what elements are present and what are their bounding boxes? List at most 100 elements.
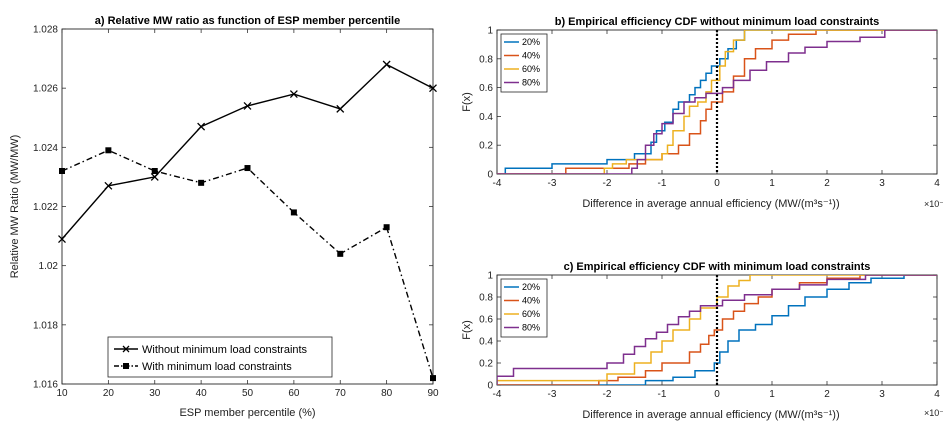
- x-tick-label: -2: [603, 178, 612, 189]
- cdf-step-line-60pct: [497, 275, 937, 385]
- data-point-x-marker: [243, 101, 252, 110]
- y-tick-label: 0: [487, 381, 493, 392]
- x-axis-label: Difference in average annual efficiency …: [582, 409, 839, 421]
- cdf-step-line-80pct: [497, 275, 937, 385]
- x-tick-label: 1: [769, 389, 775, 400]
- y-tick-label: 1: [487, 271, 493, 282]
- x-tick-label: 60: [288, 388, 300, 399]
- y-tick-label: 1.026: [33, 84, 58, 95]
- data-point-square-marker: [290, 209, 297, 216]
- legend-label: 20%: [522, 37, 540, 47]
- x-tick-label: 10: [56, 388, 68, 399]
- x-tick-label: -4: [493, 389, 502, 400]
- y-tick-label: 0.8: [479, 54, 493, 65]
- y-tick-label: 1.024: [33, 143, 58, 154]
- data-point-x-marker: [150, 172, 159, 181]
- x-tick-label: 2: [824, 389, 830, 400]
- legend: 20% 40% 60% 80%: [500, 33, 548, 93]
- legend-label: With minimum load constraints: [142, 361, 292, 373]
- legend: Without minimum load constraints With min…: [107, 336, 333, 378]
- data-point-x-marker: [104, 181, 113, 190]
- cdf-step-line-20pct: [497, 275, 937, 385]
- legend-label: 20%: [522, 282, 540, 292]
- x-tick-label: 1: [769, 178, 775, 189]
- cdf-step-line-40pct: [497, 30, 937, 174]
- data-point-square-marker: [105, 147, 112, 154]
- legend-label: 60%: [522, 309, 540, 319]
- y-tick-label: 1.018: [33, 320, 58, 331]
- y-tick-label: 0.4: [479, 112, 493, 123]
- cdf-step-line-60pct: [497, 30, 937, 174]
- y-tick-label: 1.028: [33, 25, 58, 36]
- legend-marker-x: [122, 345, 130, 353]
- legend-label: 80%: [522, 323, 540, 333]
- x-tick-label: -1: [658, 178, 667, 189]
- x-tick-label: -3: [548, 389, 557, 400]
- y-tick-label: 0.4: [479, 337, 493, 348]
- legend-label: 40%: [522, 51, 540, 61]
- data-point-x-marker: [429, 84, 437, 93]
- x-tick-label: 80: [381, 388, 393, 399]
- x-tick-label: 0: [714, 389, 720, 400]
- x-tick-label: 4: [934, 178, 940, 189]
- y-axis-label: F(x): [461, 320, 473, 340]
- y-tick-label: 1.016: [33, 380, 58, 391]
- x-tick-label: 4: [934, 389, 940, 400]
- legend: 20% 40% 60% 80%: [500, 278, 548, 338]
- chart-title: a) Relative MW ratio as function of ESP …: [95, 15, 400, 27]
- x-tick-label: 70: [335, 388, 347, 399]
- data-point-x-marker: [289, 90, 298, 99]
- x-tick-label: 0: [714, 178, 720, 189]
- x-tick-label: 50: [242, 388, 254, 399]
- y-tick-label: 0.6: [479, 83, 493, 94]
- legend-label: 40%: [522, 296, 540, 306]
- y-tick-label: 0.8: [479, 293, 493, 304]
- chart-title: c) Empirical efficiency CDF with minimum…: [564, 261, 871, 273]
- x-tick-label: 30: [149, 388, 161, 399]
- axes-box: [61, 28, 434, 385]
- y-tick-label: 0: [487, 170, 493, 181]
- x-tick-label: 20: [103, 388, 115, 399]
- x-tick-label: 90: [427, 388, 439, 399]
- y-tick-label: 0.2: [479, 141, 493, 152]
- data-point-x-marker: [197, 122, 206, 131]
- legend-label: 80%: [522, 78, 540, 88]
- legend-marker-square: [123, 363, 129, 369]
- x-tick-label: 3: [879, 178, 885, 189]
- data-point-x-marker: [336, 104, 345, 113]
- y-tick-label: 1.022: [33, 202, 58, 213]
- y-axis-label: F(x): [461, 92, 473, 112]
- legend-label: 60%: [522, 64, 540, 74]
- x-tick-label: 2: [824, 178, 830, 189]
- data-point-square-marker: [59, 168, 65, 174]
- data-point-x-marker: [58, 235, 66, 244]
- cdf-step-line-80pct: [497, 30, 937, 174]
- data-point-square-marker: [337, 250, 344, 257]
- data-point-square-marker: [198, 179, 205, 186]
- y-tick-label: 1.02: [39, 261, 59, 272]
- data-point-square-marker: [383, 224, 390, 231]
- data-point-x-marker: [382, 60, 391, 69]
- x-tick-label: -4: [493, 178, 502, 189]
- data-point-square-marker: [151, 168, 158, 174]
- legend-label: Without minimum load constraints: [142, 344, 308, 356]
- data-point-square-marker: [430, 375, 436, 382]
- x-axis-multiplier: ×10⁻³: [924, 199, 943, 209]
- y-tick-label: 1: [487, 26, 493, 37]
- x-tick-label: 3: [879, 389, 885, 400]
- panel-b-cdf-without-constraints: -4 -3 -2 -1 0 1 2 3 4 0 0.2 0.4 0.6 0.8 1 b) Empirical …: [461, 16, 943, 210]
- plot-area: [62, 29, 433, 384]
- x-tick-label: -2: [603, 389, 612, 400]
- y-tick-label: 0.6: [479, 315, 493, 326]
- y-tick-label: 0.2: [479, 359, 493, 370]
- x-axis-label: ESP member percentile (%): [179, 407, 315, 419]
- panel-a-relative-mw-ratio: 10 20 30 40 50 60 70 80 90 1.016 1.018 1.02 1.022 1.0…: [9, 15, 439, 419]
- x-tick-label: -3: [548, 178, 557, 189]
- y-axis-label: Relative MW Ratio (MW/MW): [9, 135, 21, 279]
- chart-title: b) Empirical efficiency CDF without mini…: [555, 16, 880, 28]
- legend-box: [107, 336, 333, 378]
- panel-c-cdf-with-constraints: -4 -3 -2 -1 0 1 2 3 4 0 0.2 0.4 0.6 0.8 1 c) Empirical …: [461, 261, 943, 421]
- x-axis-label: Difference in average annual efficiency …: [582, 198, 839, 210]
- data-point-square-marker: [244, 165, 251, 172]
